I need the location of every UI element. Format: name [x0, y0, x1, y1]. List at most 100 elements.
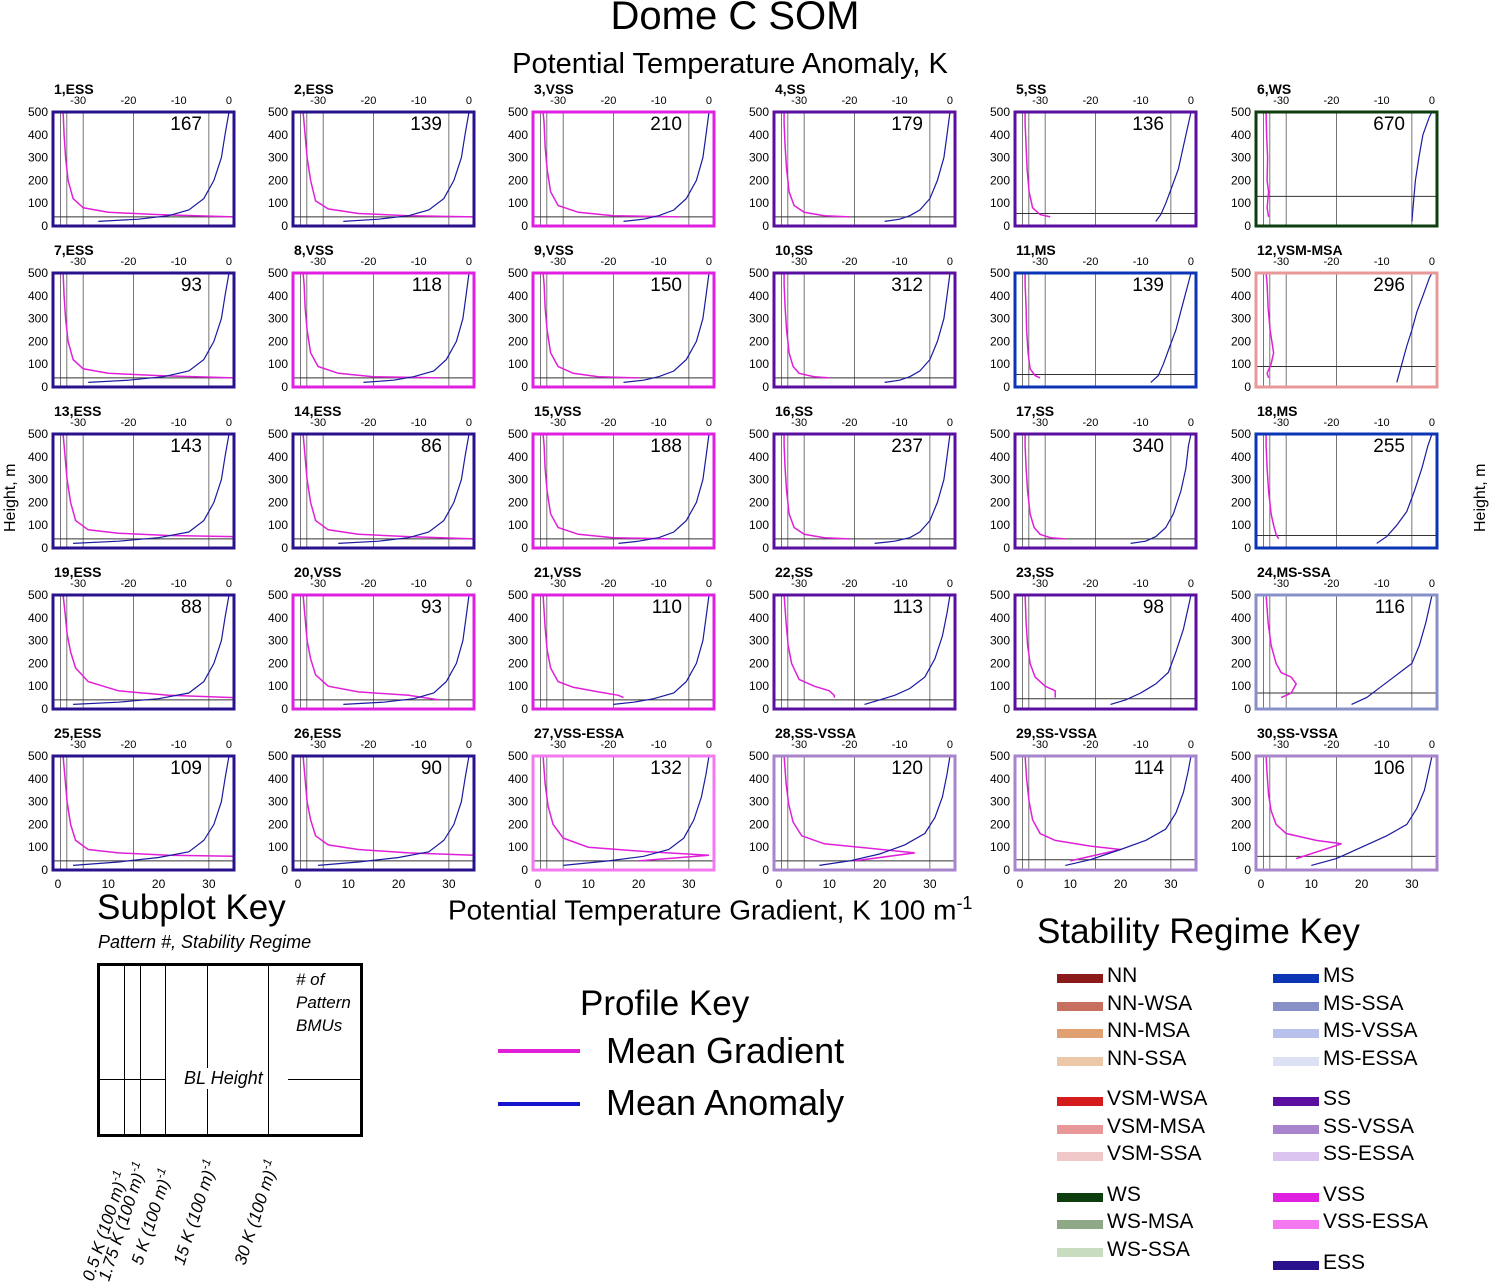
- bottom-tick-label: 0: [776, 877, 783, 890]
- gradient-line: [302, 433, 475, 540]
- y-tick-label: 300: [268, 312, 288, 326]
- pattern-count: 98: [1143, 597, 1164, 618]
- bottom-tick-label: 20: [873, 877, 887, 890]
- y-tick-label: 400: [28, 289, 48, 303]
- panel-frame: [1013, 110, 1198, 228]
- top-tick-label: -10: [1374, 739, 1390, 751]
- top-tick-label: -30: [1032, 256, 1048, 268]
- y-tick-label: 500: [268, 427, 288, 441]
- y-tick-label: 200: [508, 817, 528, 831]
- top-tick-label: -10: [651, 256, 667, 268]
- y-tick-label: 400: [268, 450, 288, 464]
- y-tick-label: 200: [268, 334, 288, 348]
- top-tick-label: -10: [1133, 95, 1149, 107]
- top-tick-label: 0: [226, 739, 232, 751]
- gradient-line: [302, 594, 439, 701]
- gradient-line: [1024, 434, 1066, 540]
- bottom-tick-label: 0: [55, 877, 62, 890]
- top-tick-label: 0: [947, 256, 953, 268]
- panel-5: 5,SS 136 500 400 300 200 100 0 -30 -20 -10 0: [990, 81, 1198, 233]
- panel-label: 9,VSS: [534, 242, 574, 258]
- y-tick-label: 100: [749, 840, 769, 854]
- pattern-count: 106: [1373, 758, 1405, 779]
- gradient-line: [542, 755, 710, 862]
- y-tick-label: 200: [1231, 173, 1251, 187]
- pattern-count: 312: [891, 275, 923, 296]
- regime-swatch: [1057, 1220, 1103, 1229]
- panel-2: 2,ESS 139 500 400 300 200 100 0 -30 -20 -10 0: [268, 81, 476, 233]
- anomaly-line: [884, 111, 951, 222]
- y-tick-label: 300: [28, 634, 48, 648]
- regime-swatch: [1273, 1001, 1319, 1011]
- panel-17: 17,SS 340 500 400 300 200 100 0 -30 -20 -10 0: [990, 403, 1198, 555]
- top-tick-label: -10: [1374, 95, 1390, 107]
- y-tick-label: 100: [508, 518, 528, 532]
- y-tick-label: 500: [749, 427, 769, 441]
- y-tick-label: 0: [1244, 541, 1251, 555]
- y-tick-label: 300: [1231, 634, 1251, 648]
- y-tick-label: 200: [990, 334, 1010, 348]
- top-tick-label: -30: [791, 578, 807, 590]
- top-tick-label: 0: [947, 417, 953, 429]
- y-tick-label: 400: [28, 772, 48, 786]
- bottom-tick-label: 30: [923, 877, 937, 890]
- regime-swatch: [1273, 1152, 1319, 1161]
- regime-swatch: [1057, 1192, 1103, 1202]
- anomaly-line: [1411, 111, 1433, 222]
- regime-swatch: [1273, 974, 1319, 983]
- y-tick-label: 500: [1231, 266, 1251, 280]
- pattern-count: 136: [1132, 114, 1164, 135]
- key-line-30: [268, 966, 269, 1134]
- y-tick-label: 300: [749, 473, 769, 487]
- regime-swatch: [1273, 1260, 1319, 1270]
- regime-swatch: [1273, 1097, 1319, 1106]
- panel-label: 30,SS-VSSA: [1257, 725, 1338, 741]
- panel-label: 8,VSS: [294, 242, 334, 258]
- top-tick-label: -20: [360, 256, 376, 268]
- y-tick-label: 500: [508, 266, 528, 280]
- pattern-count: 116: [1375, 597, 1405, 618]
- regime-swatch: [1057, 1001, 1103, 1011]
- top-tick-label: -30: [791, 95, 807, 107]
- panel-frame: [531, 432, 716, 550]
- y-tick-label: 0: [762, 863, 769, 877]
- top-tick-label: -30: [310, 578, 326, 590]
- top-tick-label: -30: [1273, 95, 1289, 107]
- panel-label: 25,ESS: [54, 725, 101, 741]
- top-tick-label: -30: [1273, 578, 1289, 590]
- y-tick-label: 500: [1231, 105, 1251, 119]
- pattern-count: 255: [1373, 436, 1405, 457]
- y-tick-label: 200: [268, 656, 288, 670]
- pattern-count: 90: [421, 758, 442, 779]
- panel-frame: [531, 593, 716, 711]
- top-tick-label: -10: [892, 578, 908, 590]
- top-tick-label: -10: [1374, 417, 1390, 429]
- regime-swatch: [1057, 1152, 1103, 1161]
- regime-label: VSM-SSA: [1107, 1142, 1202, 1165]
- y-tick-label: 100: [268, 196, 288, 210]
- regime-label: NN-SSA: [1107, 1046, 1187, 1070]
- anomaly-line: [623, 272, 710, 383]
- anomaly-line: [1065, 755, 1192, 866]
- y-tick-label: 0: [1244, 702, 1251, 716]
- panel-frame: [291, 432, 476, 550]
- y-tick-label: 400: [1231, 611, 1251, 625]
- panel-21: 21,VSS 110 500 400 300 200 100 0 -30 -20 -10 0: [508, 564, 716, 716]
- y-tick-label: 0: [521, 541, 528, 555]
- y-tick-label: 500: [1231, 588, 1251, 602]
- subplot-key-subtitle: Pattern #, Stability Regime: [98, 932, 312, 952]
- y-tick-label: 200: [1231, 495, 1251, 509]
- pattern-count: 179: [891, 114, 923, 135]
- y-tick-label: 100: [1231, 518, 1251, 532]
- y-tick-label: 400: [749, 450, 769, 464]
- anomaly-line: [623, 111, 710, 222]
- mean-anomaly-label: Mean Anomaly: [606, 1082, 845, 1123]
- panel-4: 4,SS 179 500 400 300 200 100 0 -30 -20 -10 0: [749, 81, 957, 233]
- top-tick-label: -20: [120, 256, 136, 268]
- y-tick-label: 0: [281, 863, 288, 877]
- gradient-line: [1024, 755, 1121, 862]
- regime-label: MS: [1323, 964, 1355, 987]
- anomaly-line: [338, 433, 470, 544]
- panel-label: 13,ESS: [54, 403, 101, 419]
- y-tick-label: 0: [1003, 702, 1010, 716]
